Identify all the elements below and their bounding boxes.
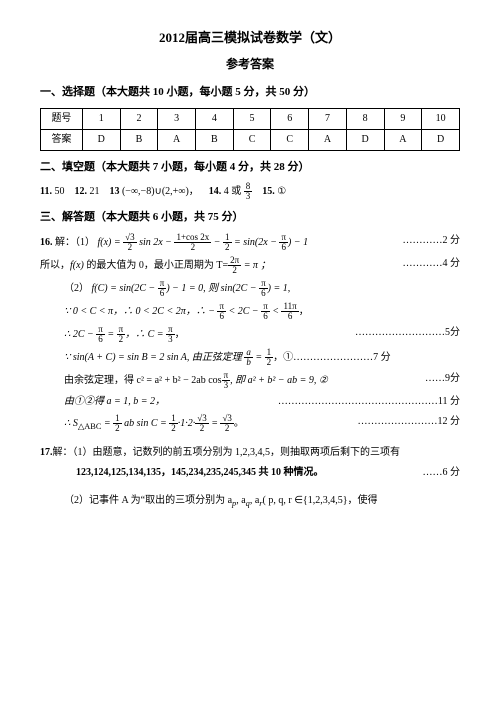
score-dots: ……………………12 分 [358,414,461,430]
table-cell: 10 [422,108,460,129]
fill-val: (−∞,−8)∪(2,+∞)， [122,186,199,197]
table-num-label: 题号 [41,108,83,129]
table-cell: A [309,129,347,150]
table-cell: 5 [233,108,271,129]
doc-subtitle: 参考答案 [40,55,460,74]
q16-part2-l2: ∵ 0 < C < π，∴ 0 < 2C < 2π，∴ − π6 < 2C − … [64,302,460,321]
fraction: 83 [244,182,253,201]
section-choice-header: 一、选择题（本大题共 10 小题，每小题 5 分，共 50 分） [40,84,460,102]
q16-part2-l5: 由余弦定理，得 c² = a² + b² − 2ab cosπ3, 即 a² +… [64,371,460,390]
q16-part2-l6: 由①②得 a = 1, b = 2， …………………………………………11 分 [64,394,460,410]
table-cell: A [384,129,422,150]
fill-answers: 11. 50 12. 21 13 (−∞,−8)∪(2,+∞)， 14. 4 或… [40,182,460,201]
q16-line2: 所以，f(x) 的最大值为 0，最小正周期为 T=2π2 = π ； …………4… [40,256,460,275]
q17-line2: 123,124,125,134,135，145,234,235,245,345 … [76,465,460,481]
section-fill-header: 二、填空题（本大题共 7 小题，每小题 4 分，共 28 分） [40,159,460,177]
fill-num: 12. [74,186,87,197]
score-dots: ……9分 [425,371,460,387]
q17-part2: （2）记事件 A 为“取出的三项分别为 ap, aq, ar( p, q, r … [64,493,460,510]
table-cell: 4 [196,108,234,129]
q17-line1: 17.解：（1）由题意，记数列的前五项分别为 1,2,3,4,5，则抽取两项后剩… [40,445,460,461]
table-cell: 9 [384,108,422,129]
fill-val: 4 或 [224,186,242,197]
score-dots: …………2 分 [403,233,461,249]
table-cell: D [346,129,384,150]
doc-title: 2012届高三模拟试卷数学（文） [40,28,460,49]
fill-val: 21 [89,186,99,197]
q16-part2-l7: ∴ S△ABC = 12 ab sin C = 12·1·2·√32 = √32… [64,414,460,433]
table-cell: 7 [309,108,347,129]
table-cell: 1 [82,108,120,129]
q16-line1: 16. 解：（1） f(x) = √32 sin 2x − 1+cos 2x2 … [40,233,460,252]
table-cell: D [422,129,460,150]
fill-num: 13 [109,186,119,197]
q16-part2-l3: ∴ 2C − π6 = π2，∴ C = π3， ………………………5分 [64,325,460,344]
table-cell: 2 [120,108,158,129]
fill-num: 15. [262,186,275,197]
score-dots: …………4 分 [403,256,461,272]
fill-num: 14. [209,186,222,197]
choice-table: 题号 1 2 3 4 5 6 7 8 9 10 答案 D B A B C C A… [40,108,460,151]
table-cell: D [82,129,120,150]
score-dots: ………………………5分 [355,325,460,341]
table-cell: 3 [158,108,196,129]
fill-val: 50 [54,186,64,197]
table-ans-label: 答案 [41,129,83,150]
table-cell: 8 [346,108,384,129]
table-cell: B [196,129,234,150]
fill-num: 11. [40,186,52,197]
score-dots: …………………………………………11 分 [278,394,460,410]
q-num: 16. [40,237,53,248]
table-cell: C [271,129,309,150]
q16-part2-l1: （2） f(C) = sin(2C − π6) − 1 = 0, 则 sin(2… [64,279,460,298]
table-cell: 6 [271,108,309,129]
table-cell: C [233,129,271,150]
q16-part2-l4: ∵ sin(A + C) = sin B = 2 sin A, 由正弦定理 ab… [64,348,460,367]
fill-val: ① [277,186,286,197]
table-cell: A [158,129,196,150]
table-cell: B [120,129,158,150]
q-num: 17. [40,447,53,458]
section-solve-header: 三、解答题（本大题共 6 小题，共 75 分） [40,209,460,227]
q-label: 解：（1） [55,237,95,248]
score-dots: ……6 分 [423,465,461,481]
